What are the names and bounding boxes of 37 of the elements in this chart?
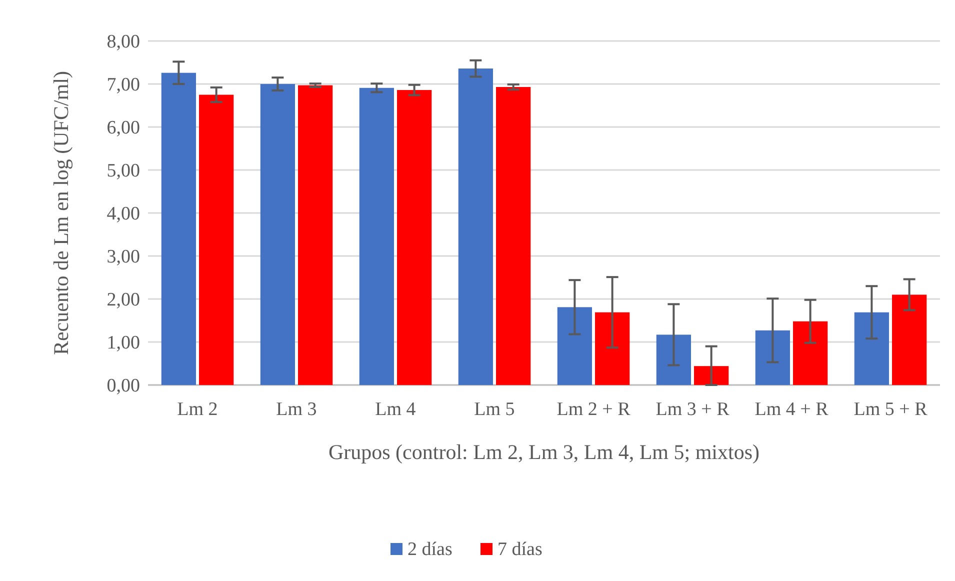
bar — [496, 87, 531, 385]
x-tick-label: Lm 2 — [177, 399, 218, 420]
x-tick-label: Lm 4 + R — [754, 399, 829, 420]
bar — [161, 72, 196, 385]
y-tick-label: 8,00 — [106, 32, 140, 53]
bar — [595, 312, 630, 385]
x-tick-label: Lm 5 — [474, 399, 515, 420]
bar — [557, 307, 592, 385]
y-tick-label: 1,00 — [106, 332, 140, 354]
y-tick-label: 7,00 — [106, 74, 140, 96]
y-tick-label: 6,00 — [106, 118, 140, 139]
x-tick-label: Lm 2 + R — [556, 399, 631, 420]
y-tick-label: 2,00 — [106, 290, 140, 311]
bar — [793, 321, 828, 385]
bar — [458, 68, 493, 385]
y-axis-title: Recuento de Lm en log (UFC/ml) — [49, 70, 73, 356]
x-axis-title: Grupos (control: Lm 2, Lm 3, Lm 4, Lm 5; mixtos) — [328, 440, 760, 464]
legend-label: 7 días — [498, 539, 542, 560]
bar — [260, 84, 295, 385]
x-tick-label: Lm 4 — [375, 399, 416, 420]
y-tick-label: 3,00 — [106, 246, 140, 268]
bar — [755, 330, 790, 385]
bar — [397, 90, 432, 385]
bar — [892, 294, 927, 385]
y-tick-label: 4,00 — [106, 204, 140, 225]
bar — [656, 334, 691, 385]
y-tick-label: 0,00 — [106, 376, 140, 397]
bar — [854, 312, 889, 385]
legend-label: 2 días — [408, 539, 452, 560]
x-tick-label: Lm 3 + R — [656, 399, 730, 420]
x-tick-label: Lm 3 — [276, 399, 317, 420]
bar — [694, 366, 729, 385]
x-tick-label: Lm 5 + R — [854, 399, 928, 420]
bar — [298, 85, 333, 385]
bar — [359, 88, 394, 385]
bar — [199, 94, 234, 385]
y-tick-label: 5,00 — [106, 160, 140, 182]
